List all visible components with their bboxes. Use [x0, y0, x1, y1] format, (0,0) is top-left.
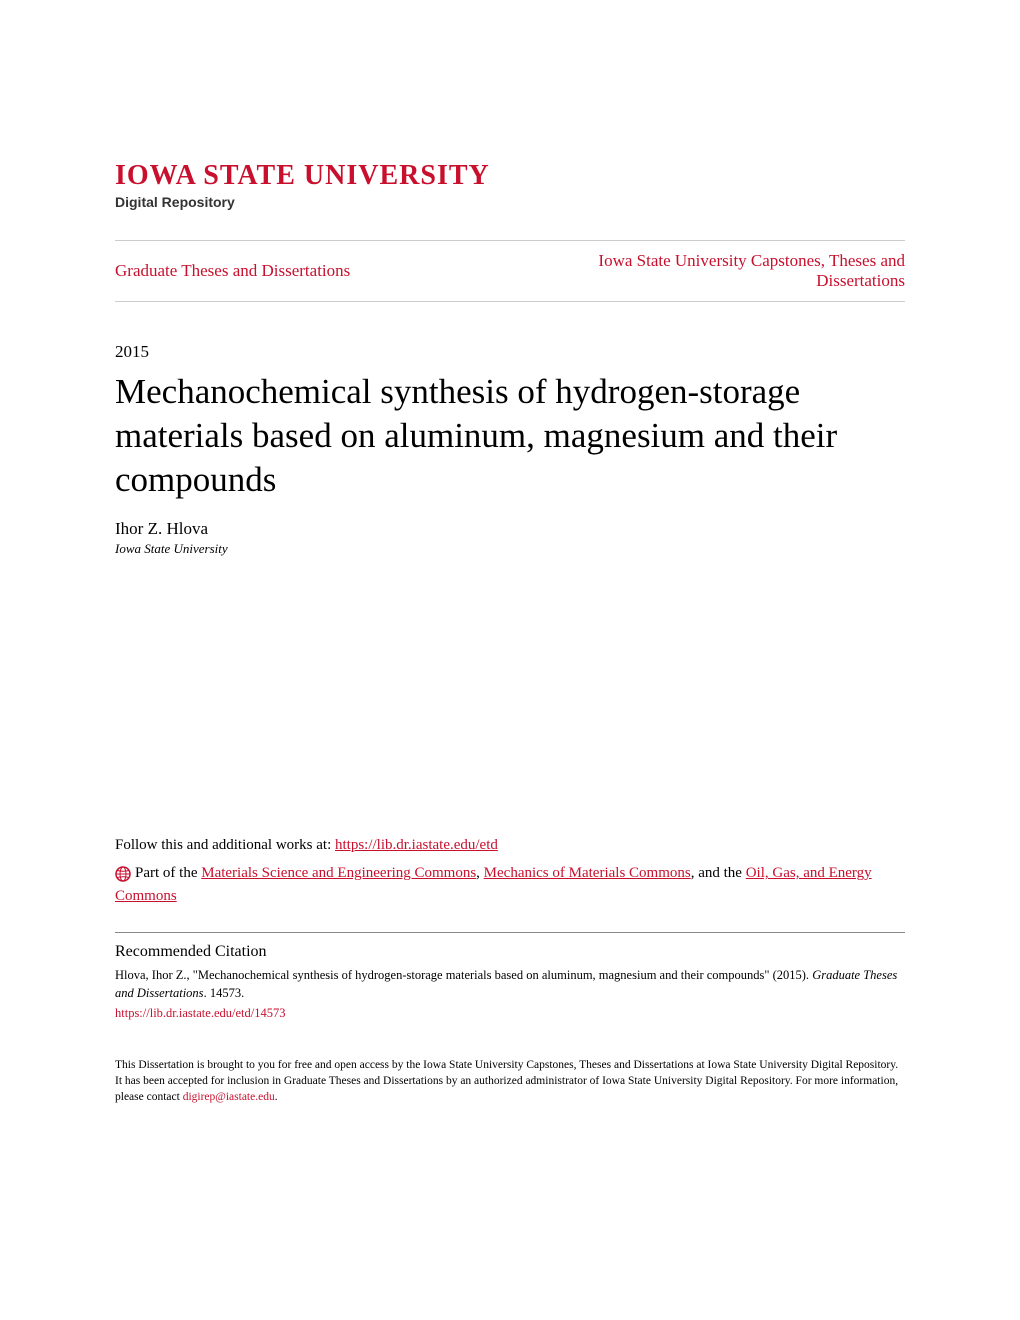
nav-right-link[interactable]: Iowa State University Capstones, Theses …	[555, 251, 905, 291]
network-icon	[115, 866, 131, 882]
footer-part2: .	[275, 1091, 278, 1103]
document-title: Mechanochemical synthesis of hydrogen-st…	[115, 370, 905, 501]
university-name: IOWA STATE UNIVERSITY	[115, 160, 905, 192]
author-affiliation: Iowa State University	[115, 541, 905, 557]
nav-left-link[interactable]: Graduate Theses and Dissertations	[115, 261, 350, 281]
spacer	[115, 557, 905, 837]
citation-link[interactable]: https://lib.dr.iastate.edu/etd/14573	[115, 1006, 285, 1020]
follow-section: Follow this and additional works at: htt…	[115, 837, 905, 854]
commons-link-2[interactable]: Mechanics of Materials Commons	[484, 865, 691, 881]
part-of-prefix: Part of the	[135, 865, 201, 881]
citation-part1: Hlova, Ihor Z., "Mechanochemical synthes…	[115, 968, 812, 982]
follow-link[interactable]: https://lib.dr.iastate.edu/etd	[335, 837, 498, 853]
author-name: Ihor Z. Hlova	[115, 519, 905, 539]
footer-email-link[interactable]: digirep@iastate.edu	[183, 1091, 275, 1103]
citation-heading: Recommended Citation	[115, 943, 905, 961]
commons-link-1[interactable]: Materials Science and Engineering Common…	[201, 865, 476, 881]
breadcrumb-nav: Graduate Theses and Dissertations Iowa S…	[115, 240, 905, 302]
footer-text: This Dissertation is brought to you for …	[115, 1057, 905, 1105]
citation-text: Hlova, Ihor Z., "Mechanochemical synthes…	[115, 967, 905, 1002]
digital-repository-label: Digital Repository	[115, 194, 905, 210]
part-of-section: Part of the Materials Science and Engine…	[115, 862, 905, 907]
citation-part2: . 14573.	[204, 986, 245, 1000]
follow-prefix: Follow this and additional works at:	[115, 837, 335, 853]
separator-1: ,	[476, 865, 484, 881]
publication-year: 2015	[115, 342, 905, 362]
logo-section: IOWA STATE UNIVERSITY Digital Repository	[115, 160, 905, 210]
divider-line	[115, 932, 905, 933]
separator-2: , and the	[691, 865, 746, 881]
